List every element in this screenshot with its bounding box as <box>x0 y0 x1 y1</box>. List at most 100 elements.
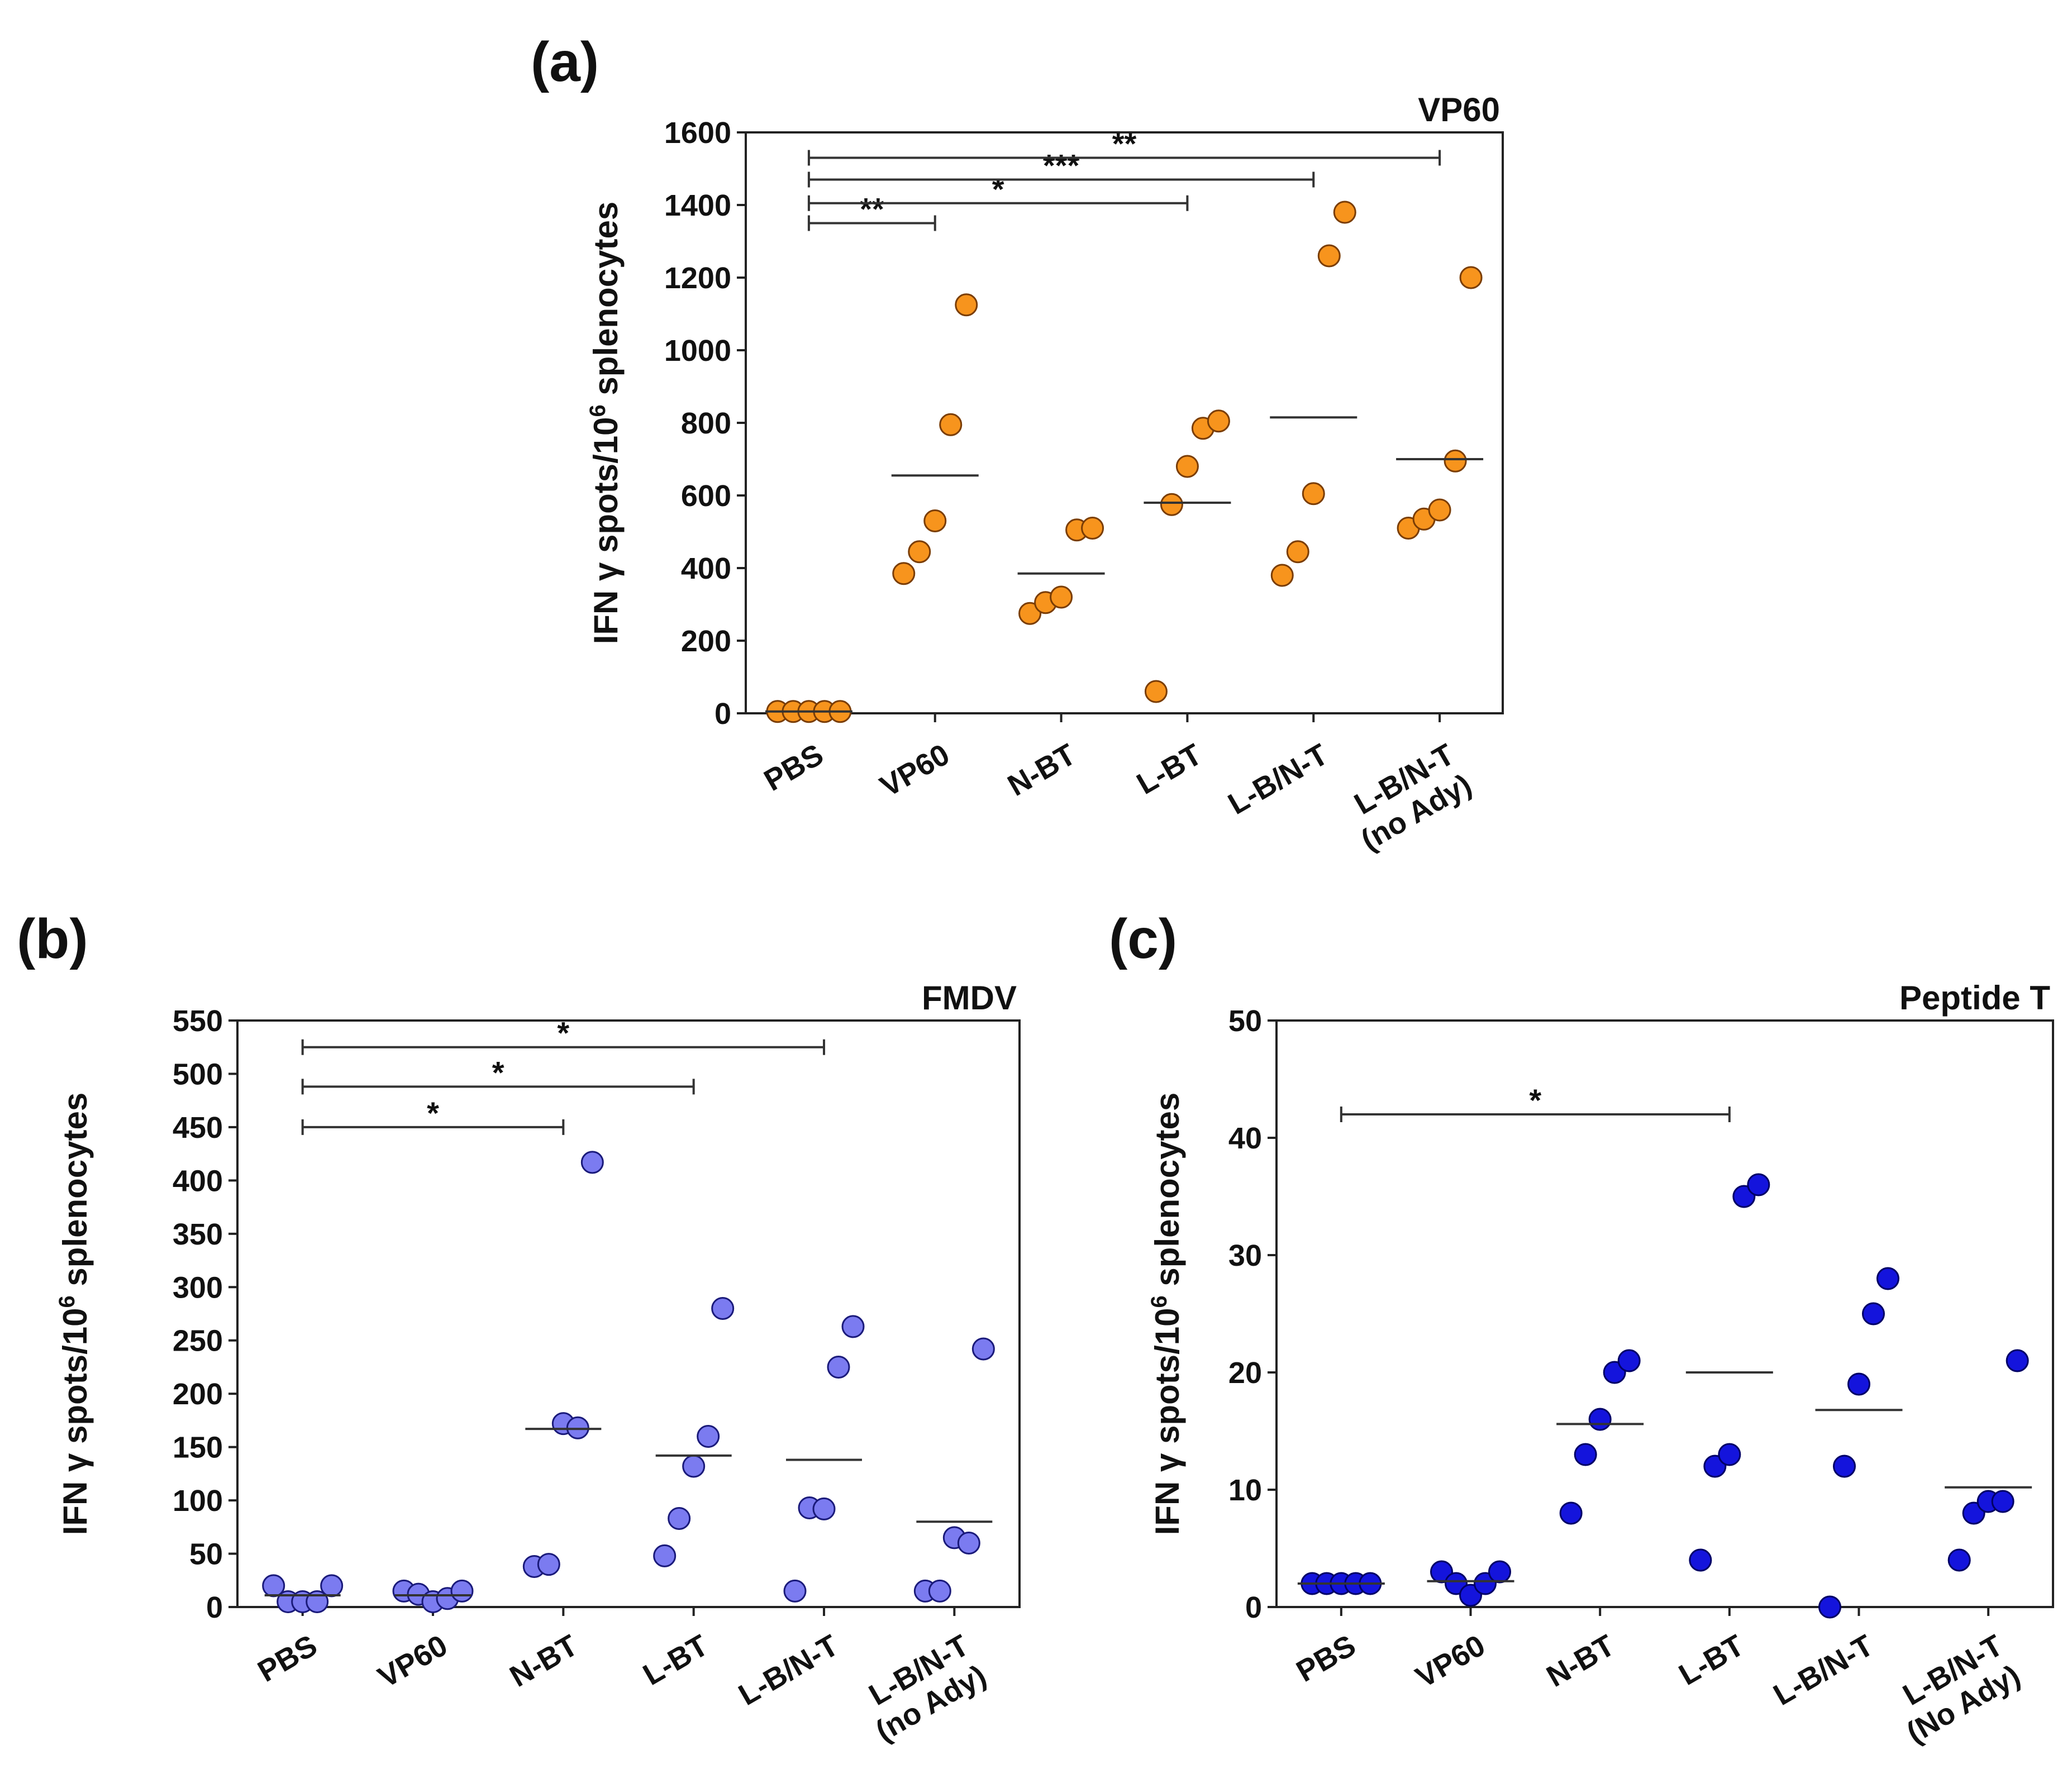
data-point <box>1947 1548 1971 1572</box>
y-tick-label: 450 <box>173 1111 223 1145</box>
y-axis-label: IFN γ spots/106 splenocytes <box>1147 1093 1186 1536</box>
significance-label: *** <box>1043 148 1080 183</box>
y-tick-label: 10 <box>1228 1474 1262 1507</box>
data-point <box>1317 244 1341 268</box>
y-tick-label: 1400 <box>664 189 731 222</box>
y-axis-label: IFN γ spots/106 splenocytes <box>585 202 625 645</box>
y-tick-label: 1000 <box>664 334 731 368</box>
data-point <box>841 1315 865 1338</box>
data-point <box>580 1151 604 1174</box>
y-tick-label: 550 <box>173 1004 223 1038</box>
data-point <box>812 1497 836 1520</box>
data-point <box>1818 1595 1841 1619</box>
chart-title: VP60 <box>1418 91 1500 128</box>
data-point <box>1559 1501 1583 1525</box>
panel-2: (b) FMDV 0 50 100 150 200 250 300 350 400 450 500 550… <box>17 908 1021 1748</box>
data-point <box>1050 585 1073 609</box>
chart-title: FMDV <box>922 979 1017 1017</box>
y-tick-label: 400 <box>681 552 731 585</box>
panel-letter: (a) <box>531 31 599 93</box>
category-label: L-B/N-T <box>1768 1628 1879 1711</box>
data-point <box>1747 1173 1770 1196</box>
category-label: L-B/N-T <box>1222 737 1333 821</box>
data-point <box>1081 517 1104 540</box>
data-point <box>697 1425 720 1448</box>
data-point <box>955 293 978 317</box>
significance-label: * <box>992 171 1004 207</box>
y-axis-label: IFN γ spots/106 splenocytes <box>55 1093 94 1536</box>
y-tick-label: 30 <box>1228 1239 1262 1272</box>
data-point <box>1588 1408 1612 1431</box>
plot-frame <box>236 1019 1021 1608</box>
data-point <box>939 413 963 436</box>
y-tick-label: 20 <box>1228 1356 1262 1390</box>
data-point <box>1459 266 1483 289</box>
significance-label: * <box>557 1015 569 1051</box>
y-tick-label: 0 <box>715 697 731 731</box>
y-tick-label: 1200 <box>664 261 731 295</box>
y-tick-label: 200 <box>681 624 731 658</box>
category-label: L-BT <box>637 1628 713 1691</box>
data-point <box>537 1553 560 1576</box>
category-label: VP60 <box>1410 1628 1490 1694</box>
chart-title: Peptide T <box>1899 979 2050 1017</box>
y-tick-label: 500 <box>173 1057 223 1091</box>
data-point <box>892 562 916 585</box>
data-point <box>1847 1372 1870 1396</box>
data-point <box>1144 680 1168 703</box>
data-point <box>1862 1302 1885 1325</box>
data-point <box>668 1507 691 1530</box>
data-point <box>1207 409 1230 433</box>
significance-label: ** <box>860 192 884 227</box>
data-point <box>1175 455 1199 478</box>
data-point <box>928 1579 951 1603</box>
data-point <box>450 1579 474 1603</box>
data-point <box>1444 449 1467 473</box>
category-label: N-BT <box>1541 1628 1620 1693</box>
data-point <box>320 1574 344 1598</box>
data-point <box>1876 1267 1899 1290</box>
panel-letter: (b) <box>17 908 88 970</box>
significance-label: ** <box>1112 126 1137 161</box>
data-point <box>1302 482 1325 506</box>
category-label: L-B/N-T(No Ady) <box>1884 1628 2026 1749</box>
y-tick-label: 50 <box>1228 1004 1262 1038</box>
y-tick-label: 250 <box>173 1324 223 1358</box>
panel-letter: (c) <box>1109 908 1177 970</box>
data-point <box>682 1455 706 1478</box>
y-tick-label: 400 <box>173 1164 223 1198</box>
y-tick-label: 50 <box>189 1538 223 1571</box>
significance-label: * <box>427 1095 439 1131</box>
category-label: PBS <box>252 1628 322 1688</box>
category-label: N-BT <box>1002 737 1082 802</box>
data-point <box>1991 1490 2014 1513</box>
category-label: L-BT <box>1673 1628 1749 1691</box>
category-label: L-B/N-T(no Ady) <box>1338 737 1477 857</box>
data-point <box>1833 1455 1856 1478</box>
y-tick-label: 1600 <box>664 116 731 150</box>
y-tick-label: 100 <box>173 1484 223 1518</box>
category-label: PBS <box>759 737 829 797</box>
y-tick-label: 0 <box>206 1591 223 1624</box>
category-label: L-B/N-T <box>733 1628 844 1711</box>
data-point <box>1160 493 1183 516</box>
data-point <box>2006 1349 2029 1372</box>
y-tick-label: 150 <box>173 1431 223 1465</box>
y-tick-label: 0 <box>1245 1591 1262 1624</box>
category-label: N-BT <box>504 1628 584 1693</box>
data-point <box>1428 498 1451 522</box>
category-label: L-B/N-T(no Ady) <box>852 1628 992 1748</box>
data-point <box>908 540 931 564</box>
data-point <box>971 1337 995 1361</box>
y-tick-label: 300 <box>173 1271 223 1304</box>
category-label: PBS <box>1291 1628 1361 1688</box>
data-point <box>1718 1443 1741 1466</box>
data-point <box>1617 1349 1641 1372</box>
data-point <box>1286 540 1309 564</box>
panel-3: (c) Peptide T 0 10 20 30 40 50 IFN γ spots/106 s… <box>1109 908 2054 1750</box>
panel-1: (a) VP60 0 200 400 600 800 1000 1200 1400 1600 IFN … <box>531 31 1504 857</box>
data-point <box>923 509 947 532</box>
data-point <box>711 1296 735 1320</box>
y-tick-label: 350 <box>173 1218 223 1251</box>
